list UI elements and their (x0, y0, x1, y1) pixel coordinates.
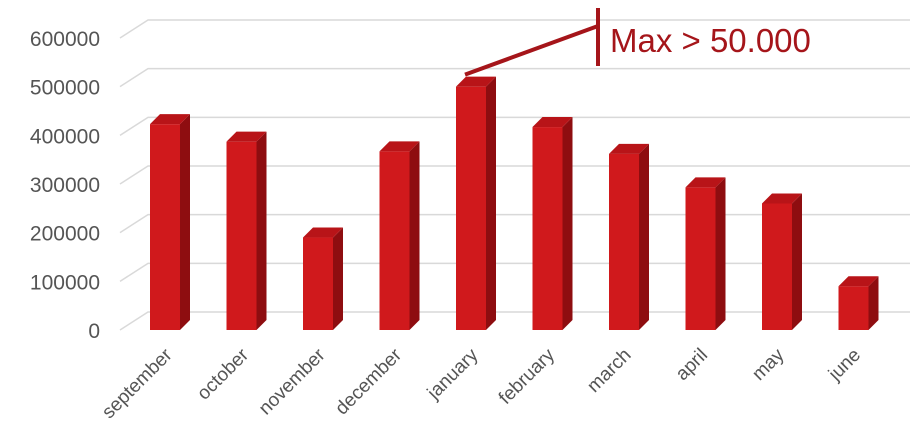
y-tick-label: 100000 (30, 271, 100, 294)
bar-october (226, 131, 267, 330)
x-category-label: january (423, 344, 483, 404)
y-tick-label: 400000 (30, 125, 100, 148)
x-category-label: february (495, 344, 559, 408)
x-category-label: april (672, 345, 712, 385)
y-tick-label: 600000 (30, 28, 100, 51)
gridline (119, 262, 910, 282)
bars (150, 76, 879, 331)
bar-top (456, 76, 496, 87)
bar-front (532, 127, 563, 330)
bar-front (226, 141, 257, 330)
bar-top (762, 193, 802, 204)
max-annotation: Max > 50.000 (464, 8, 811, 77)
bar-june (838, 276, 879, 330)
y-tick-label: 300000 (30, 174, 100, 197)
bar-side (792, 193, 802, 330)
bar-may (762, 193, 802, 330)
x-category-label: march (583, 345, 635, 397)
bar-side (486, 76, 496, 331)
gridline (119, 311, 910, 331)
bar-front (303, 237, 333, 330)
bar-april (685, 177, 726, 330)
bar-top (532, 117, 573, 128)
bar-front (379, 151, 410, 330)
y-tick-label: 200000 (30, 223, 100, 246)
bar-top (226, 131, 267, 142)
bar-front (685, 187, 716, 330)
gridline (119, 116, 910, 136)
bar-side (256, 131, 267, 330)
bar-top (303, 227, 343, 238)
x-category-label: november (255, 344, 330, 419)
x-category-label: december (331, 344, 406, 419)
x-category-label: may (748, 344, 789, 385)
gridline (119, 213, 910, 234)
bar-front (838, 286, 869, 330)
bar-december (379, 141, 420, 330)
gridline (119, 165, 910, 185)
gridlines (119, 19, 910, 331)
bar-january (456, 76, 496, 331)
bar-top (838, 276, 879, 287)
bar-front (762, 203, 792, 330)
bar-side (639, 143, 649, 330)
x-category-label: october (193, 344, 253, 404)
bar-side (715, 177, 726, 330)
annotation-leader-line (464, 24, 599, 77)
bar-front (609, 153, 639, 330)
bar-november (303, 227, 343, 330)
gridline (119, 67, 910, 88)
bar-side (333, 227, 343, 330)
bar-top (685, 177, 726, 188)
x-category-label: june (824, 345, 865, 386)
bar-top (379, 141, 420, 152)
gridline (119, 19, 910, 39)
bar-march (609, 143, 649, 330)
y-tick-label: 0 (88, 320, 100, 343)
bar-side (180, 114, 190, 330)
bar-february (532, 117, 573, 330)
bar-september (150, 114, 190, 330)
bar-side (562, 117, 573, 330)
y-axis-tick-labels: 0 100000 200000 300000 400000 500000 600000 (30, 28, 100, 343)
bar-front (456, 86, 486, 331)
bar-side (868, 276, 879, 330)
bar-side (409, 141, 420, 330)
bar-top (609, 143, 649, 154)
y-tick-label: 500000 (30, 77, 100, 100)
bar-top (150, 114, 190, 125)
bar-front (150, 124, 180, 330)
x-category-label: september (98, 344, 177, 423)
annotation-text: Max > 50.000 (610, 22, 811, 59)
x-axis-category-labels: september october november december january f… (98, 344, 865, 423)
